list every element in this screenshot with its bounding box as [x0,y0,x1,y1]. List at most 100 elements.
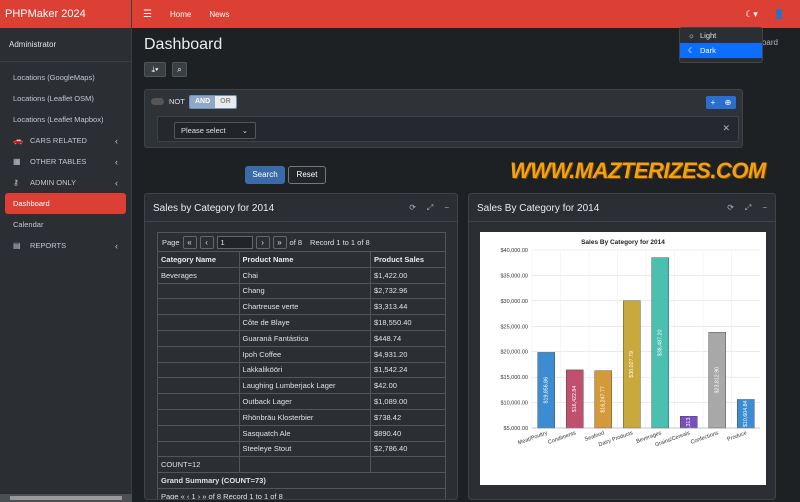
menu-toggle-icon[interactable]: ☰ [143,8,152,20]
sidebar-item-locations-googlemaps-[interactable]: Locations (GoogleMaps) [5,67,126,88]
collapse-icon[interactable]: − [762,203,767,212]
user-menu-icon[interactable]: 👤 [773,8,785,19]
nav-link-news[interactable]: News [209,9,230,19]
count-row: COUNT=12 [157,456,446,474]
not-label: NOT [169,97,185,106]
main-content: Dashboard oard ⤓▾ ⌕ NOT AND OR + ⊕ Please… [132,28,800,502]
y-tick-label: $20,000.00 [500,350,528,356]
prev-page-button[interactable]: ‹ [199,236,214,249]
y-tick-label: $35,000.00 [500,273,528,279]
and-or-switch: AND OR [189,95,237,109]
theme-dropdown: ☼ Light ☾ Dark [679,27,763,63]
bar-value-label: $19,856.86 [544,377,550,404]
bottom-pager: Page « ‹ 1 › » of 8 Record 1 to 1 of 8 [157,487,446,499]
table-cell [157,440,240,458]
chevron-left-icon: ‹ [115,135,118,146]
and-button[interactable]: AND [190,96,216,108]
sidebar-item-label: OTHER TABLES [30,157,87,166]
add-rule-icon[interactable]: + [710,98,716,107]
remove-rule-icon[interactable]: ✕ [722,123,730,133]
sidebar-item-reports[interactable]: ▤ REPORTS ‹ [5,235,126,256]
table-row: Chartreuse verte $3,313.44 [157,298,446,316]
count-row-label: COUNT=12 [157,456,240,474]
search-icon: ⌕ [177,65,182,74]
field-select[interactable]: Please select ⌄ [174,122,256,139]
table-cell: $42.00 [370,377,446,395]
or-button[interactable]: OR [215,96,236,108]
sidebar-item-label: Dashboard [13,199,50,208]
theme-option-light[interactable]: ☼ Light [688,31,717,40]
breadcrumb[interactable]: oard [761,38,778,47]
x-category-label: Produce [727,430,748,443]
column-header[interactable]: Product Sales [370,251,446,268]
y-tick-label: $10,000.00 [500,401,528,407]
sidebar-item-label: ADMIN ONLY [30,178,77,187]
refresh-icon[interactable]: ⟳ [727,203,734,212]
column-header[interactable]: Category Name [157,251,240,268]
page-input[interactable]: 1 [216,236,253,249]
sales-table: Category Name Product Name Product Sales B… [157,251,446,499]
table-cell: Beverages [157,266,240,284]
chevron-left-icon: ‹ [115,240,118,251]
chevron-left-icon: ‹ [115,156,118,167]
car-icon: 🚗 [13,136,23,145]
chevron-left-icon: ‹ [115,177,118,188]
table-cell: $2,732.96 [370,282,446,300]
sidebar-item-label: CARS RELATED [30,136,87,145]
export-button[interactable]: ⤓▾ [144,62,166,77]
first-page-button[interactable]: « [182,236,197,249]
sidebar-item-cars-related[interactable]: 🚗 CARS RELATED ‹ [5,130,126,151]
user-name[interactable]: Administrator [0,28,131,62]
theme-option-dark[interactable]: ☾ Dark [680,43,762,58]
last-page-button[interactable]: » [272,236,287,249]
sidebar-item-calendar[interactable]: Calendar [5,214,126,235]
table-cell [157,393,240,410]
nav-link-home[interactable]: Home [169,9,192,19]
table-cell: $3,313.44 [370,298,446,316]
refresh-icon[interactable]: ⟳ [409,203,416,212]
table-cell: $1,422.00 [370,266,446,284]
chevron-down-icon: ⌄ [241,126,248,135]
column-header[interactable]: Product Name [238,251,372,268]
table-row: Lakkalikööri $1,542.24 [157,361,446,379]
file-icon: ▤ [13,241,21,250]
bar-value-label: $38,487.20 [658,330,664,357]
sidebar-item-locations-leaflet-mapbox-[interactable]: Locations (Leaflet Mapbox) [5,109,126,130]
table-row: Steeleye Stout $2,786.40 [157,440,446,458]
x-category-label: Confections [690,430,720,446]
table-cell: Sasquatch Ale [238,424,372,442]
sidebar-item-locations-leaflet-osm-[interactable]: Locations (Leaflet OSM) [5,88,126,109]
brand-title[interactable]: PHPMaker 2024 [0,0,131,28]
add-group-icon[interactable]: ⊕ [724,98,732,107]
not-toggle[interactable] [151,98,164,105]
key-icon: ⚷ [13,178,19,187]
reset-button[interactable]: Reset [288,166,326,184]
search-button[interactable]: Search [245,166,285,184]
table-cell: Chang [238,282,372,300]
theme-toggle-icon[interactable]: ☾▾ [745,8,758,19]
table-cell: $18,550.40 [370,314,446,331]
y-tick-label: $15,000.00 [500,375,528,381]
sidebar: PHPMaker 2024 Administrator Locations (G… [0,0,132,502]
expand-icon[interactable]: ⤢ [426,203,434,212]
x-category-label: Meat/Poultry [517,430,548,446]
sidebar-item-label: Locations (GoogleMaps) [13,73,95,82]
table-cell: $738.42 [370,408,446,426]
y-tick-label: $25,000.00 [500,324,528,330]
sidebar-item-other-tables[interactable]: ▦ OTHER TABLES ‹ [5,151,126,172]
table-cell: Ipoh Coffee [238,345,372,363]
sun-icon: ☼ [688,31,695,40]
sidebar-scrollbar[interactable] [0,494,132,502]
search-toggle-button[interactable]: ⌕ [172,62,187,77]
bar-value-label: $10,604.84 [743,400,749,427]
collapse-icon[interactable]: − [444,203,449,212]
sidebar-item-dashboard[interactable]: Dashboard [5,193,126,214]
table-cell [157,282,240,300]
download-icon: ⤓▾ [151,65,159,74]
expand-icon[interactable]: ⤢ [744,203,752,212]
table-cell [157,345,240,363]
sidebar-item-admin-only[interactable]: ⚷ ADMIN ONLY ‹ [5,172,126,193]
table-cell [157,424,240,442]
x-category-label: Condiments [547,430,577,446]
next-page-button[interactable]: › [255,236,270,249]
